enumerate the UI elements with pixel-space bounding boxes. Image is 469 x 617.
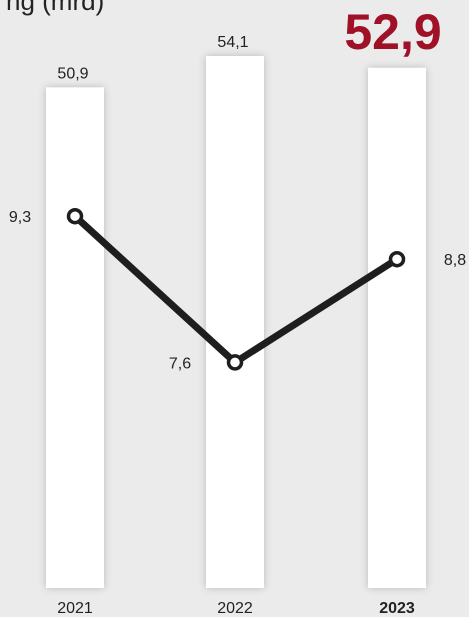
- bar-2022: [206, 56, 264, 588]
- line-value-label-2021: 9,3: [9, 209, 31, 226]
- line-value-label-2022: 7,6: [169, 355, 191, 372]
- line-point-2021: [66, 207, 84, 225]
- x-tick-label-2021: 2021: [57, 600, 93, 617]
- line-value-label-2023: 8,8: [444, 252, 466, 269]
- bar-2021: [46, 87, 104, 588]
- chart-title: ng (mrd): [6, 0, 105, 16]
- line-point-2023: [388, 250, 406, 268]
- bar-value-label-2023-highlight: 52,9: [344, 4, 441, 60]
- bar-value-label-2021: 50,9: [57, 65, 88, 82]
- bar-value-label-2022: 54,1: [217, 34, 248, 51]
- bar-2023: [368, 67, 426, 589]
- line-point-2022: [226, 354, 244, 371]
- x-tick-label-2022: 2022: [217, 600, 253, 617]
- x-tick-label-2023: 2023: [379, 600, 415, 617]
